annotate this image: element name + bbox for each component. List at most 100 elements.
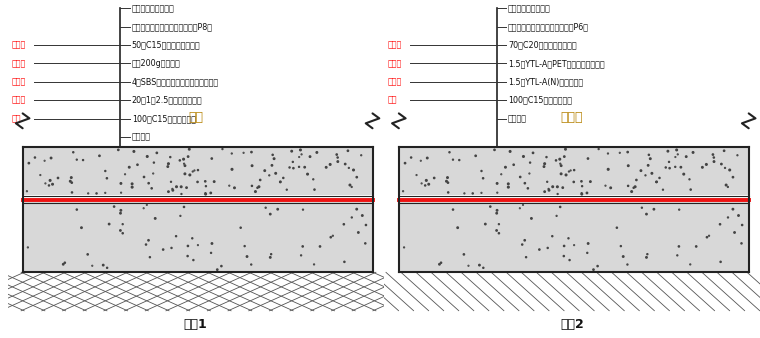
- Point: [556, 185, 568, 190]
- Point: [508, 162, 520, 167]
- Text: 4厚SBS改性沥青防水卷材（聚酯胎）: 4厚SBS改性沥青防水卷材（聚酯胎）: [131, 77, 219, 86]
- Point: [182, 254, 194, 259]
- Point: [188, 168, 201, 173]
- Text: 100厚C15素混凝土垫层: 100厚C15素混凝土垫层: [131, 114, 196, 123]
- Point: [602, 167, 614, 172]
- Point: [568, 242, 580, 248]
- Point: [617, 254, 629, 259]
- Point: [502, 181, 515, 187]
- Point: [708, 159, 720, 164]
- Text: 花铺200g油毡一道: 花铺200g油毡一道: [131, 59, 180, 68]
- Point: [442, 190, 454, 195]
- Point: [447, 157, 459, 162]
- Point: [729, 230, 741, 235]
- Point: [576, 184, 588, 189]
- Point: [568, 179, 580, 185]
- Point: [552, 191, 564, 197]
- Point: [199, 190, 211, 196]
- Point: [680, 154, 692, 159]
- Point: [435, 260, 447, 265]
- Point: [296, 244, 309, 249]
- Point: [331, 152, 343, 157]
- Point: [131, 162, 144, 167]
- Point: [205, 250, 217, 256]
- Point: [59, 260, 71, 265]
- Point: [287, 159, 299, 165]
- Point: [71, 157, 83, 162]
- Point: [339, 161, 351, 167]
- Point: [622, 149, 634, 155]
- Point: [65, 180, 78, 185]
- Point: [226, 167, 238, 172]
- Point: [178, 156, 190, 162]
- Point: [350, 174, 363, 180]
- Point: [636, 205, 648, 211]
- Point: [398, 245, 410, 250]
- Point: [428, 175, 440, 181]
- Point: [575, 178, 587, 184]
- Point: [186, 236, 198, 241]
- Point: [558, 254, 570, 259]
- Point: [93, 153, 106, 159]
- Point: [615, 243, 627, 249]
- Point: [527, 150, 539, 155]
- Point: [165, 179, 177, 185]
- Point: [274, 179, 287, 185]
- Point: [108, 204, 120, 209]
- Point: [714, 259, 727, 265]
- Point: [192, 167, 204, 173]
- Point: [146, 186, 158, 191]
- Point: [559, 147, 572, 152]
- Point: [187, 257, 199, 263]
- Point: [308, 262, 320, 267]
- Point: [642, 163, 654, 168]
- Text: 素土夯实: 素土夯实: [508, 114, 527, 123]
- Point: [103, 221, 116, 227]
- Point: [116, 221, 128, 227]
- Point: [174, 213, 186, 219]
- Point: [297, 207, 309, 212]
- Point: [489, 147, 501, 152]
- Point: [467, 191, 479, 196]
- Text: 20厚1：2.5水泥砂浆找平层: 20厚1：2.5水泥砂浆找平层: [131, 96, 202, 105]
- Point: [641, 255, 653, 260]
- Text: 地面（见工程做法）: 地面（见工程做法）: [131, 4, 175, 13]
- Point: [560, 172, 572, 178]
- Point: [356, 213, 369, 218]
- Point: [57, 262, 69, 267]
- Point: [687, 150, 699, 155]
- Point: [294, 147, 306, 153]
- Point: [141, 202, 153, 208]
- Point: [23, 161, 35, 166]
- Point: [480, 221, 492, 227]
- Point: [144, 255, 156, 260]
- Point: [543, 186, 555, 192]
- Point: [675, 165, 687, 170]
- Point: [249, 189, 261, 194]
- Point: [719, 165, 731, 171]
- Point: [582, 241, 594, 246]
- Point: [270, 171, 282, 176]
- Point: [112, 147, 125, 152]
- Point: [217, 146, 229, 152]
- Point: [97, 262, 109, 268]
- Point: [174, 158, 186, 163]
- Point: [309, 187, 321, 192]
- Point: [260, 205, 272, 211]
- Point: [241, 254, 253, 259]
- Point: [82, 191, 94, 196]
- Point: [419, 183, 431, 188]
- Text: 抗渗钢筋混凝土底板（抗渗等级P6）: 抗渗钢筋混凝土底板（抗渗等级P6）: [508, 22, 589, 31]
- Point: [614, 150, 626, 155]
- Text: 50厚C15细石混凝土保护层: 50厚C15细石混凝土保护层: [131, 41, 201, 50]
- Point: [600, 183, 612, 188]
- Point: [307, 177, 319, 182]
- Point: [491, 208, 503, 213]
- Point: [575, 190, 587, 196]
- Point: [518, 238, 530, 243]
- Point: [314, 244, 326, 249]
- Point: [43, 183, 55, 188]
- Point: [654, 175, 666, 180]
- Point: [554, 161, 566, 166]
- Point: [670, 154, 682, 160]
